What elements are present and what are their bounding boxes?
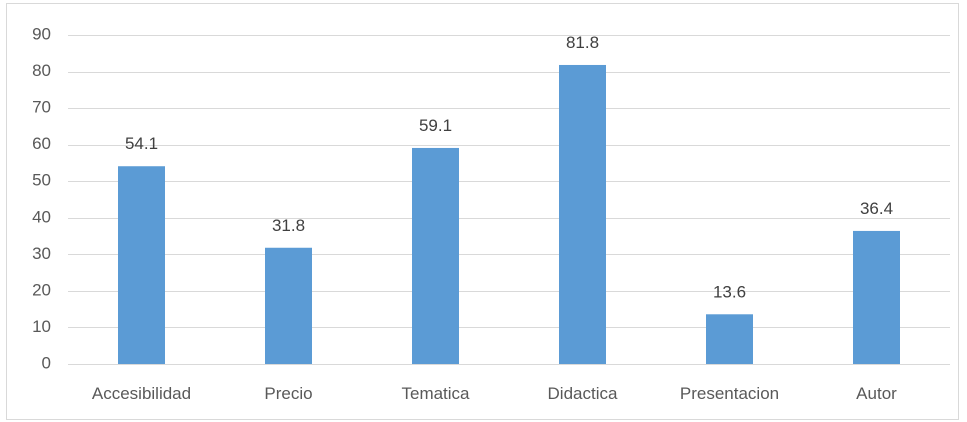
data-label: 31.8 [272, 216, 305, 235]
data-label: 36.4 [860, 199, 893, 218]
y-tick-label: 80 [32, 61, 51, 80]
x-axis: Accesibilidad Precio Tematica Didactica Pres… [68, 364, 950, 403]
bar [706, 314, 753, 364]
gridlines [68, 35, 950, 328]
y-tick-label: 90 [32, 24, 51, 43]
bar [412, 147, 459, 364]
bar [265, 247, 312, 364]
y-tick-label: 30 [32, 244, 51, 263]
x-tick-label: Autor [856, 384, 897, 403]
y-tick-label: 0 [42, 353, 51, 372]
x-tick-label: Precio [264, 384, 312, 403]
data-label: 81.8 [566, 33, 599, 52]
y-tick-label: 50 [32, 171, 51, 190]
y-tick-label: 40 [32, 207, 51, 226]
x-tick-label: Accesibilidad [92, 384, 191, 403]
y-tick-label: 10 [32, 317, 51, 336]
bars [118, 64, 900, 364]
x-tick-label: Tematica [401, 384, 470, 403]
y-tick-label: 20 [32, 280, 51, 299]
bar [853, 230, 900, 364]
bar [559, 64, 606, 364]
x-tick-label: Presentacion [680, 384, 779, 403]
data-labels: 54.1 31.8 59.1 81.8 13.6 36.4 [125, 33, 893, 301]
data-label: 13.6 [713, 282, 746, 301]
data-label: 54.1 [125, 134, 158, 153]
data-label: 59.1 [419, 116, 452, 135]
y-axis: 0 10 20 30 40 50 60 70 80 90 [32, 24, 51, 372]
y-tick-label: 60 [32, 134, 51, 153]
bar [118, 166, 165, 364]
y-tick-label: 70 [32, 98, 51, 117]
x-tick-label: Didactica [548, 384, 618, 403]
